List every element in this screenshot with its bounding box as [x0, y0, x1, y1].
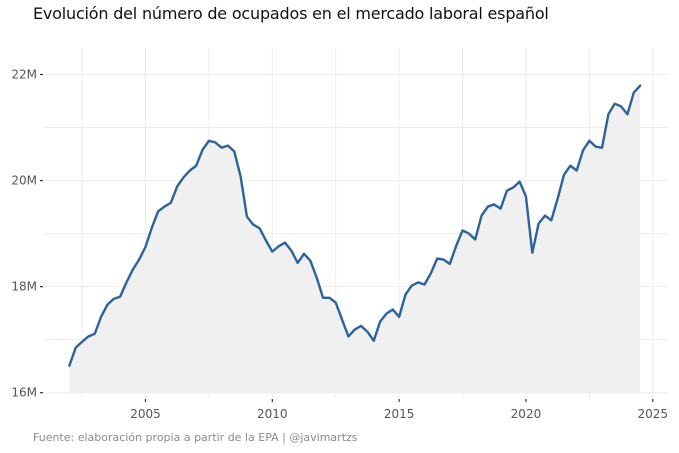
- x-tick-label: 2010: [257, 407, 288, 421]
- chart-title: Evolución del número de ocupados en el m…: [33, 4, 549, 23]
- y-tick-label: 22M: [11, 68, 37, 82]
- series-line: [68, 84, 642, 367]
- x-tick-label: 2015: [384, 407, 415, 421]
- area-fill: [69, 85, 641, 393]
- x-axis: 2005 2010 2015 2020 2025: [130, 399, 668, 421]
- x-tick-label: 2025: [638, 407, 669, 421]
- y-tick-label: 18M: [11, 280, 37, 294]
- y-tick-label: 16M: [11, 386, 37, 400]
- y-tick-label: 20M: [11, 174, 37, 188]
- y-axis: 16M 18M 20M 22M: [11, 68, 43, 400]
- source-caption: Fuente: elaboración propia a partir de l…: [33, 431, 358, 444]
- x-tick-label: 2005: [130, 407, 161, 421]
- x-tick-label: 2020: [511, 407, 542, 421]
